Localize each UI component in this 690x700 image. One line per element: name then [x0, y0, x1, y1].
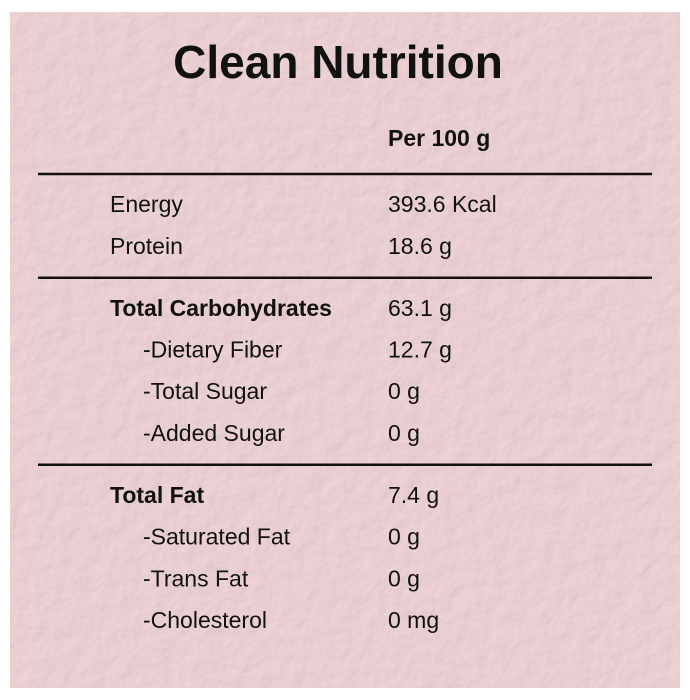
texture: [10, 12, 680, 688]
row-label: -Dietary Fiber: [143, 336, 283, 362]
row-value: 0 g: [388, 565, 420, 591]
row-value: 0 g: [388, 420, 420, 446]
row-heading: Total Fat: [110, 482, 204, 508]
row-value: 7.4 g: [388, 482, 439, 508]
row-value: 63.1 g: [388, 295, 452, 321]
row-label: -Cholesterol: [143, 607, 267, 633]
row-label: -Saturated Fat: [143, 524, 291, 550]
row-label: -Total Sugar: [143, 378, 267, 404]
row-value: 12.7 g: [388, 336, 452, 362]
column-header: Per 100 g: [388, 125, 490, 151]
title: Clean Nutrition: [173, 36, 503, 88]
row-label: Protein: [110, 233, 183, 259]
row-value: 18.6 g: [388, 233, 452, 259]
row-label: -Added Sugar: [143, 420, 285, 446]
row-label: -Trans Fat: [143, 565, 249, 591]
row-value: 0 mg: [388, 607, 439, 633]
row-heading: Total Carbohydrates: [110, 295, 332, 321]
row-value: 0 g: [388, 524, 420, 550]
row-label: Energy: [110, 191, 183, 217]
row-value: 393.6 Kcal: [388, 191, 497, 217]
row-value: 0 g: [388, 378, 420, 404]
